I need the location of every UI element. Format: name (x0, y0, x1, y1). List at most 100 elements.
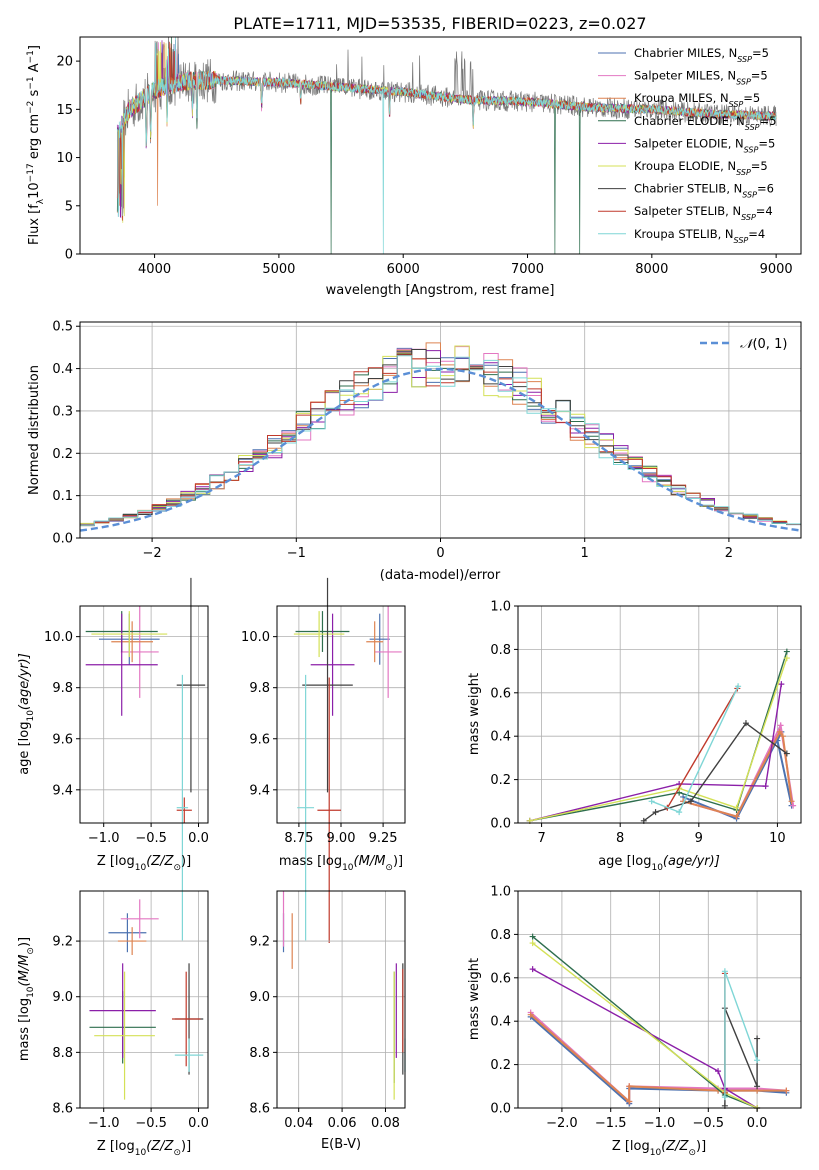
histogram-xlabel: (data-model)/error (380, 568, 501, 583)
x-tick-label: −1.0 (644, 1116, 676, 1131)
x-tick-label: 4000 (138, 262, 171, 277)
y-tick-label: 0.0 (490, 817, 511, 832)
weight-series-marker (783, 750, 790, 757)
y-tick-label: 8.8 (249, 1046, 270, 1061)
x-tick-label: 2 (725, 546, 733, 561)
weight-series-marker (529, 940, 536, 947)
x-tick-label: 0 (436, 546, 444, 561)
weight-series-marker (754, 1035, 761, 1042)
age-mass-xlabel: mass [log10(M/M⊙)] (279, 854, 403, 873)
histogram-ylabel: Normed distribution (27, 365, 42, 495)
x-tick-label: 0.0 (747, 1116, 768, 1131)
weight-series-marker (733, 813, 740, 820)
y-tick-label: 5 (65, 199, 73, 214)
panel-weight-vs-age: 7 8 9 10 0.0 0.2 0.4 0.6 0.8 1.0 age [log10(age/y… (467, 600, 802, 873)
spectrum-xlabel: wavelength [Angstrom, rest frame] (326, 283, 555, 298)
y-tick-label: 8.6 (249, 1102, 270, 1117)
y-tick-label: 1.0 (490, 885, 511, 900)
weight-z-grid (518, 890, 801, 1109)
y-tick-label: 0.3 (52, 404, 73, 419)
x-tick-label: 0.0 (188, 1116, 209, 1131)
x-tick-label: 8.75 (284, 831, 313, 846)
weight-series-marker (783, 655, 790, 662)
weight-series-marker (788, 798, 795, 805)
weight-age-lines (526, 648, 797, 824)
weight-series-line (529, 657, 788, 822)
legend-label: 𝒩(0, 1) (740, 337, 787, 352)
weight-z-ylabel: mass weight (467, 958, 482, 1040)
panel-spectrum: PLATE=1711, MJD=53535, FIBERID=0223, z=0… (26, 14, 802, 298)
y-tick-label: 8.8 (52, 1046, 73, 1061)
x-tick-label: −1.5 (595, 1116, 627, 1131)
mass-ebv-xlabel: E(B-V) (321, 1137, 361, 1152)
weight-series-marker (687, 798, 694, 805)
legend-label: Salpeter MILES, NSSP=5 (634, 69, 768, 87)
histogram-series-step (80, 355, 801, 528)
mass-z-errorbars (89, 899, 204, 1100)
x-tick-label: 8000 (635, 262, 668, 277)
y-tick-label: 9.6 (249, 732, 270, 747)
spectrum-ylabel: Flux [fλ10−17 erg cm−2 s−1 A−1] (26, 45, 46, 245)
x-tick-label: 7000 (511, 262, 544, 277)
legend-label: Chabrier ELODIE, NSSP=5 (634, 114, 776, 132)
panel-mass-vs-z: −1.0 −0.5 0.08.68.89.09.2 Z [log10(Z/Z⊙)] … (17, 890, 209, 1158)
legend-label: Kroupa MILES, NSSP=5 (634, 91, 760, 109)
legend-label: Kroupa STELIB, NSSP=4 (634, 227, 765, 245)
age-mass-grid (277, 606, 405, 823)
y-tick-label: 0 (65, 248, 73, 263)
panel-age-vs-mass: 8.75 9.00 9.25 9.4 9.6 9.8 10.0 mass [log10(M/… (241, 577, 406, 943)
y-tick-label: 0.8 (490, 643, 511, 658)
weight-series-marker (652, 809, 659, 816)
weight-series-marker (742, 720, 749, 727)
x-tick-label: −1.0 (88, 1116, 120, 1131)
legend-label: Kroupa ELODIE, NSSP=5 (634, 159, 768, 177)
y-tick-label: 10.0 (241, 630, 270, 645)
y-tick-label: 0.2 (52, 447, 73, 462)
histogram-series (79, 342, 802, 532)
weight-series-marker (762, 783, 769, 790)
age-z-grid (80, 606, 208, 823)
weight-series-line (530, 1013, 787, 1104)
weight-age-grid (518, 605, 801, 824)
x-tick-label: 0.08 (371, 1116, 400, 1131)
mass-ebv-errorbars (282, 891, 406, 1100)
x-tick-label: 1 (581, 546, 589, 561)
y-tick-label: 9.6 (52, 732, 73, 747)
weight-series-marker (721, 968, 728, 975)
weight-age-xlabel: age [log10(age/yr)] (598, 854, 720, 873)
y-tick-label: 9.8 (52, 681, 73, 696)
age-mass-ticks: 8.75 9.00 9.25 9.4 9.6 9.8 10.0 (241, 630, 398, 846)
x-tick-label: −1 (287, 546, 306, 561)
weight-age-ylabel: mass weight (467, 673, 482, 755)
y-tick-label: 9.0 (52, 990, 73, 1005)
y-tick-label: 0.1 (52, 489, 73, 504)
x-tick-label: 5000 (262, 262, 295, 277)
weight-series-marker (733, 804, 740, 811)
weight-series-marker (754, 1057, 761, 1064)
spectrum-series (116, 37, 777, 254)
weight-z-xlabel: Z [log10(Z/Z⊙)] (612, 1139, 706, 1158)
histogram-legend: 𝒩(0, 1) (700, 337, 787, 352)
x-tick-label: 9.25 (369, 831, 398, 846)
spectrum-series-line (116, 37, 777, 214)
x-tick-label: −0.5 (135, 831, 167, 846)
weight-series-line (724, 971, 758, 1098)
weight-z-ticks: −2.0 −1.5 −1.0 −0.5 0.0 0.0 0.2 0.4 0.6 0.8 1.0 (490, 885, 767, 1132)
weight-age-axes-frame (517, 605, 802, 824)
y-tick-label: 0.4 (490, 730, 511, 745)
weight-series-marker (783, 648, 790, 655)
mass-ebv-ticks: 0.04 0.06 0.08 8.6 8.8 9.0 9.2 (249, 935, 400, 1131)
y-tick-label: 0.0 (52, 532, 73, 547)
spectrum-series-line (116, 37, 777, 254)
y-tick-label: 0.4 (52, 362, 73, 377)
spectrum-legend: Chabrier MILES, NSSP=5 Salpeter MILES, NS… (598, 46, 776, 244)
weight-age-ticks: 7 8 9 10 0.0 0.2 0.4 0.6 0.8 1.0 (490, 600, 785, 847)
y-tick-label: 8.6 (52, 1102, 73, 1117)
weight-series-marker (529, 933, 536, 940)
y-tick-label: 9.2 (249, 935, 270, 950)
weight-series-marker (648, 798, 655, 805)
y-tick-label: 15 (56, 103, 73, 118)
age-z-ylabel: age [log10(age/yr)] (17, 653, 36, 775)
mass-ebv-axes-frame (276, 890, 406, 1109)
